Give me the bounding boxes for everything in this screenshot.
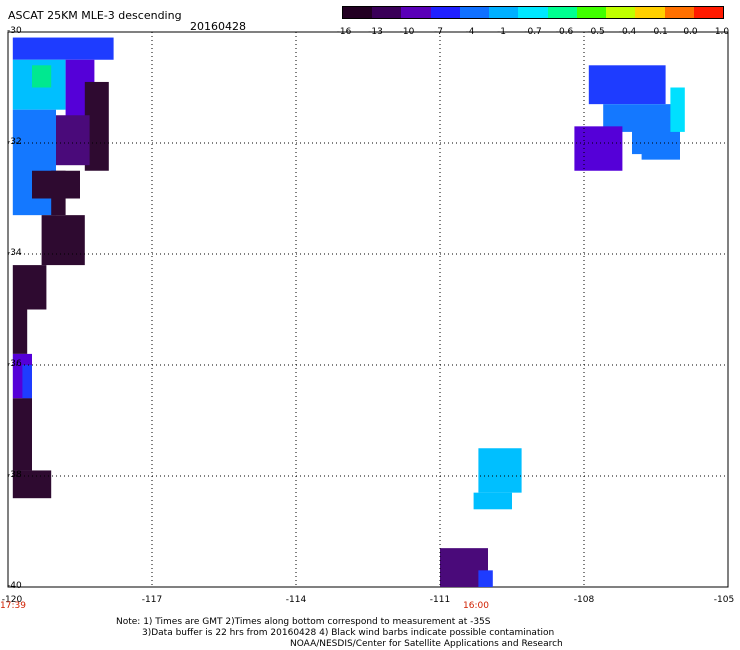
data-cell: [670, 87, 685, 132]
map-grid: [8, 32, 728, 587]
colorbar: [342, 6, 724, 19]
data-cell: [12, 470, 52, 499]
data-cells: [12, 37, 685, 587]
latitude-tick-label: -36: [7, 359, 22, 369]
time-label-left: 17:39: [0, 601, 26, 611]
colorbar-segment: [635, 7, 665, 18]
longitude-tick-label: -114: [285, 595, 307, 605]
longitude-tick-label: -111: [429, 595, 451, 605]
data-cell: [56, 115, 90, 166]
data-cell: [12, 109, 57, 216]
colorbar-segment: [576, 7, 607, 18]
longitude-tick-label: -108: [573, 595, 595, 605]
data-cell: [51, 170, 66, 216]
colorbar-segment: [343, 7, 373, 18]
colorbar-segment: [401, 7, 431, 18]
colorbar-segment: [489, 7, 519, 18]
data-cell: [12, 37, 114, 60]
data-cell: [478, 570, 493, 587]
colorbar-segment: [664, 7, 694, 18]
map-title: ASCAT 25KM MLE-3 descending: [8, 9, 182, 22]
data-cell: [22, 365, 32, 399]
data-cell: [41, 215, 85, 266]
note-line-3: NOAA/NESDIS/Center for Satellite Applica…: [290, 639, 563, 649]
note-line-2: 3)Data buffer is 22 hrs from 20160428 4)…: [142, 628, 555, 638]
latitude-tick-label: -32: [7, 137, 22, 147]
data-cell: [32, 65, 52, 88]
colorbar-segment: [518, 7, 548, 18]
data-cell: [12, 309, 28, 354]
data-cell: [588, 65, 666, 105]
note-line-1: Note: 1) Times are GMT 2)Times along bot…: [116, 617, 491, 627]
data-cell: [478, 448, 522, 493]
data-cell: [473, 492, 512, 510]
longitude-tick-label: -117: [141, 595, 163, 605]
longitude-tick-label: -120: [1, 595, 23, 605]
colorbar-segment: [547, 7, 577, 18]
map-date: 20160428: [190, 20, 246, 33]
swath-south: [440, 448, 522, 587]
data-cell: [641, 143, 680, 160]
swath-east: [574, 65, 685, 171]
colorbar-segment: [372, 7, 402, 18]
data-cell: [12, 398, 33, 471]
latitude-tick-label: -40: [7, 581, 22, 591]
map-frame: [7, 31, 729, 588]
longitude-tick-label: -105: [713, 595, 735, 605]
latitude-tick-label: -38: [7, 470, 22, 480]
colorbar-segment: [693, 7, 724, 18]
colorbar-segment: [430, 7, 460, 18]
data-cell: [12, 265, 47, 310]
latitude-tick-label: -30: [7, 26, 22, 36]
time-label-right: 16:00: [463, 601, 489, 611]
colorbar-segment: [606, 7, 636, 18]
swath-west-top: [12, 37, 114, 499]
latitude-tick-label: -34: [7, 248, 22, 258]
colorbar-segment: [459, 7, 490, 18]
data-cell: [574, 126, 623, 171]
